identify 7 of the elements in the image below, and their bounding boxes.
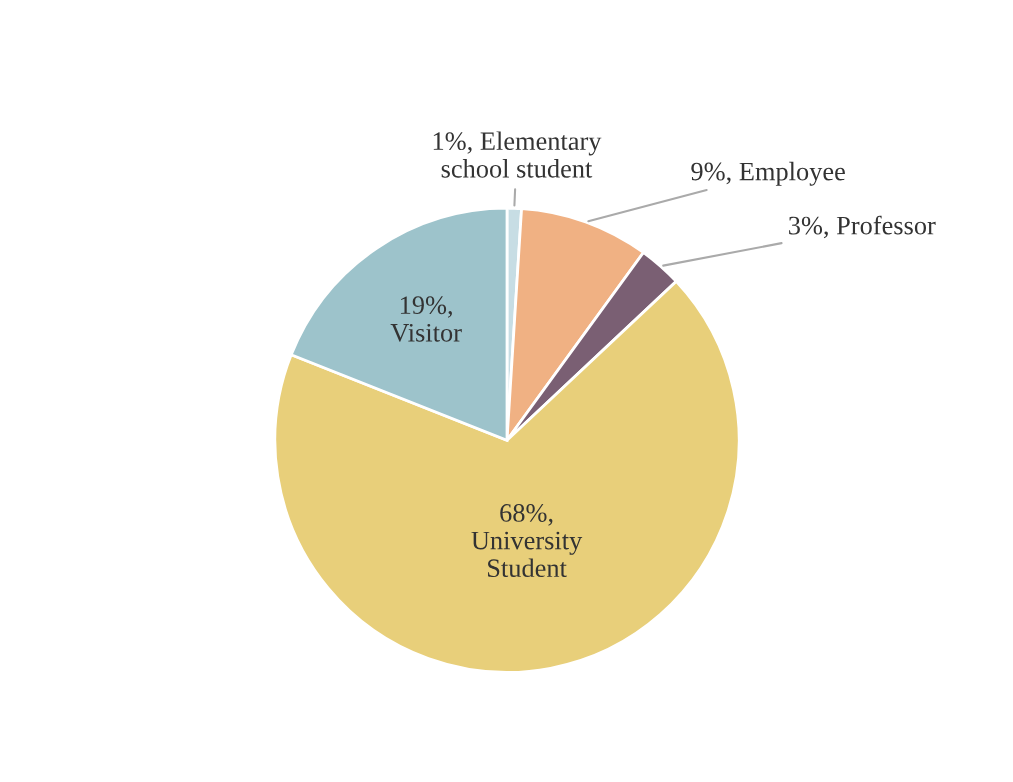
data-label: 19%,	[400, 296, 452, 318]
data-label: 68%,	[500, 504, 553, 526]
slice-label: University Student	[471, 531, 583, 578]
slice-label: Visitor	[390, 323, 462, 342]
slice-label: 3%, Professor	[789, 215, 936, 239]
slice-label: 1%, Elementary school student	[433, 131, 602, 178]
slice-label: 9%, Employee	[691, 161, 845, 186]
